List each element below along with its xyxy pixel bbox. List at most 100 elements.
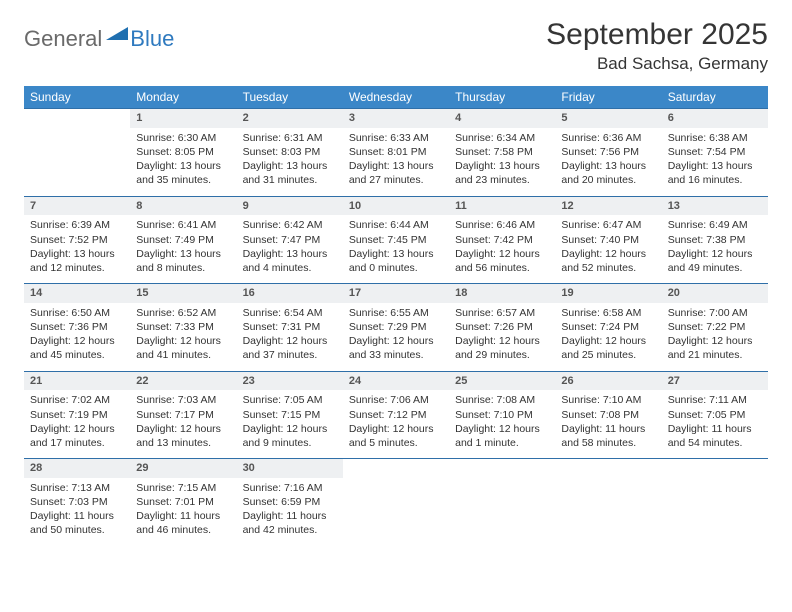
logo: General Blue <box>24 18 174 52</box>
day-info-line: Daylight: 13 hours <box>243 247 337 261</box>
day-info-line: Daylight: 12 hours <box>455 334 549 348</box>
day-info-line: Sunset: 7:47 PM <box>243 233 337 247</box>
day-info-line: Sunrise: 6:36 AM <box>561 131 655 145</box>
day-info-line: and 29 minutes. <box>455 348 549 362</box>
day-info-line: Sunrise: 7:03 AM <box>136 393 230 407</box>
day-info-line: Sunset: 7:31 PM <box>243 320 337 334</box>
day-number: 11 <box>449 196 555 215</box>
day-info-line: Sunset: 7:26 PM <box>455 320 549 334</box>
day-info-line: Sunrise: 6:52 AM <box>136 306 230 320</box>
day-cell: Sunrise: 6:46 AMSunset: 7:42 PMDaylight:… <box>449 215 555 283</box>
day-number: 28 <box>24 459 130 478</box>
day-number: 16 <box>237 284 343 303</box>
day-info-line: Sunset: 7:24 PM <box>561 320 655 334</box>
logo-triangle-icon <box>106 24 128 45</box>
day-number: 22 <box>130 371 236 390</box>
day-info-line: and 25 minutes. <box>561 348 655 362</box>
day-info-line: Sunset: 7:52 PM <box>30 233 124 247</box>
day-info-line: and 0 minutes. <box>349 261 443 275</box>
day-cell: Sunrise: 6:44 AMSunset: 7:45 PMDaylight:… <box>343 215 449 283</box>
day-info-line: and 8 minutes. <box>136 261 230 275</box>
day-info-line: Daylight: 13 hours <box>136 247 230 261</box>
day-info-line: Sunrise: 7:02 AM <box>30 393 124 407</box>
day-info-line: Sunset: 7:40 PM <box>561 233 655 247</box>
day-cell: Sunrise: 6:47 AMSunset: 7:40 PMDaylight:… <box>555 215 661 283</box>
day-number: 19 <box>555 284 661 303</box>
day-info-line: Sunrise: 6:50 AM <box>30 306 124 320</box>
day-info-line: Daylight: 11 hours <box>561 422 655 436</box>
day-info-line: Sunset: 7:22 PM <box>668 320 762 334</box>
day-content-row: Sunrise: 6:50 AMSunset: 7:36 PMDaylight:… <box>24 303 768 371</box>
day-cell: Sunrise: 7:00 AMSunset: 7:22 PMDaylight:… <box>662 303 768 371</box>
day-header-row: Sunday Monday Tuesday Wednesday Thursday… <box>24 86 768 109</box>
day-number: 9 <box>237 196 343 215</box>
day-info-line: Daylight: 13 hours <box>136 159 230 173</box>
day-info-line: Daylight: 12 hours <box>30 422 124 436</box>
day-info-line: and 50 minutes. <box>30 523 124 537</box>
day-info-line: and 56 minutes. <box>455 261 549 275</box>
day-info-line: Sunrise: 6:34 AM <box>455 131 549 145</box>
day-cell <box>555 478 661 546</box>
day-info-line: and 52 minutes. <box>561 261 655 275</box>
day-info-line: Sunset: 7:01 PM <box>136 495 230 509</box>
day-info-line: and 46 minutes. <box>136 523 230 537</box>
day-info-line: Sunrise: 6:33 AM <box>349 131 443 145</box>
day-info-line: Sunrise: 6:41 AM <box>136 218 230 232</box>
day-info-line: Daylight: 12 hours <box>349 422 443 436</box>
day-info-line: Sunrise: 7:06 AM <box>349 393 443 407</box>
day-cell: Sunrise: 6:30 AMSunset: 8:05 PMDaylight:… <box>130 128 236 196</box>
day-info-line: Sunrise: 6:49 AM <box>668 218 762 232</box>
day-number: 5 <box>555 109 661 128</box>
day-info-line: and 42 minutes. <box>243 523 337 537</box>
day-info-line: and 21 minutes. <box>668 348 762 362</box>
day-cell <box>449 478 555 546</box>
month-title: September 2025 <box>546 18 768 52</box>
day-info-line: Daylight: 13 hours <box>243 159 337 173</box>
day-info-line: and 35 minutes. <box>136 173 230 187</box>
day-info-line: Sunrise: 6:55 AM <box>349 306 443 320</box>
day-info-line: Sunset: 8:05 PM <box>136 145 230 159</box>
day-info-line: Sunset: 7:05 PM <box>668 408 762 422</box>
day-cell: Sunrise: 6:39 AMSunset: 7:52 PMDaylight:… <box>24 215 130 283</box>
day-header: Sunday <box>24 86 130 109</box>
day-info-line: Sunset: 7:33 PM <box>136 320 230 334</box>
day-info-line: Sunrise: 7:08 AM <box>455 393 549 407</box>
day-info-line: and 13 minutes. <box>136 436 230 450</box>
day-info-line: Sunset: 7:42 PM <box>455 233 549 247</box>
day-info-line: Sunset: 7:29 PM <box>349 320 443 334</box>
day-info-line: Daylight: 13 hours <box>668 159 762 173</box>
day-info-line: Sunset: 8:03 PM <box>243 145 337 159</box>
day-number-row: 282930 <box>24 459 768 478</box>
day-info-line: Sunset: 7:36 PM <box>30 320 124 334</box>
day-info-line: and 49 minutes. <box>668 261 762 275</box>
day-info-line: Sunrise: 6:47 AM <box>561 218 655 232</box>
day-number: 27 <box>662 371 768 390</box>
day-content-row: Sunrise: 7:02 AMSunset: 7:19 PMDaylight:… <box>24 390 768 458</box>
location: Bad Sachsa, Germany <box>546 54 768 74</box>
day-info-line: Sunrise: 6:58 AM <box>561 306 655 320</box>
day-cell <box>24 128 130 196</box>
day-info-line: and 20 minutes. <box>561 173 655 187</box>
day-cell <box>343 478 449 546</box>
day-info-line: Sunrise: 6:54 AM <box>243 306 337 320</box>
day-cell: Sunrise: 6:58 AMSunset: 7:24 PMDaylight:… <box>555 303 661 371</box>
day-info-line: Daylight: 12 hours <box>455 422 549 436</box>
day-info-line: and 37 minutes. <box>243 348 337 362</box>
logo-text-blue: Blue <box>130 26 174 52</box>
day-info-line: and 54 minutes. <box>668 436 762 450</box>
day-info-line: Daylight: 12 hours <box>30 334 124 348</box>
day-cell: Sunrise: 6:34 AMSunset: 7:58 PMDaylight:… <box>449 128 555 196</box>
day-cell: Sunrise: 6:31 AMSunset: 8:03 PMDaylight:… <box>237 128 343 196</box>
day-cell <box>662 478 768 546</box>
day-info-line: Sunset: 7:19 PM <box>30 408 124 422</box>
day-number: 26 <box>555 371 661 390</box>
day-info-line: Sunset: 7:45 PM <box>349 233 443 247</box>
day-number: 23 <box>237 371 343 390</box>
day-info-line: and 45 minutes. <box>30 348 124 362</box>
day-info-line: Sunrise: 6:31 AM <box>243 131 337 145</box>
day-info-line: and 5 minutes. <box>349 436 443 450</box>
day-info-line: and 31 minutes. <box>243 173 337 187</box>
day-info-line: Sunrise: 6:30 AM <box>136 131 230 145</box>
day-info-line: and 16 minutes. <box>668 173 762 187</box>
day-info-line: and 58 minutes. <box>561 436 655 450</box>
